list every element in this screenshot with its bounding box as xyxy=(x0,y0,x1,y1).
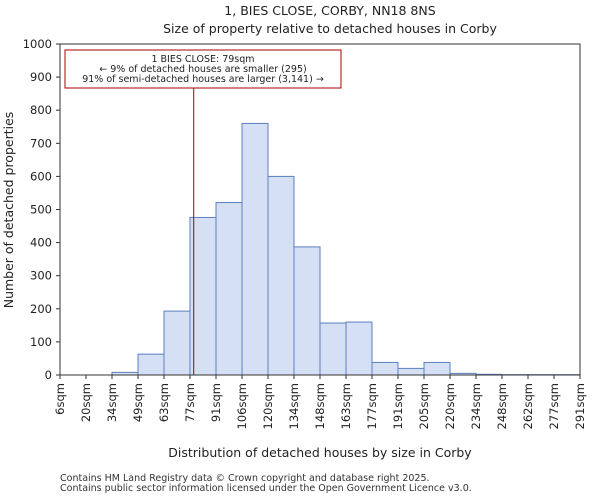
histogram-bar xyxy=(163,310,191,376)
y-axis-label: Number of detached properties xyxy=(1,112,16,309)
histogram-bar xyxy=(371,361,399,376)
annotation-line-3: 91% of semi-detached houses are larger (… xyxy=(82,74,324,85)
x-tick-label: 34sqm xyxy=(105,383,119,422)
x-tick-label: 6sqm xyxy=(53,383,67,415)
x-tick-label: 177sqm xyxy=(365,383,379,429)
y-tick-label: 700 xyxy=(30,136,52,150)
annotation-line-1: 1 BIES CLOSE: 79sqm xyxy=(151,54,254,65)
histogram-bar xyxy=(267,175,295,376)
x-tick-label: 277sqm xyxy=(547,383,561,429)
x-tick-label: 291sqm xyxy=(573,383,587,429)
x-tick-label: 77sqm xyxy=(183,383,197,422)
footer-line-2: Contains public sector information licen… xyxy=(60,483,472,494)
histogram-bar xyxy=(215,202,243,376)
x-tick-label: 20sqm xyxy=(79,383,93,422)
annotation-box: 1 BIES CLOSE: 79sqm ← 9% of detached hou… xyxy=(64,49,342,89)
x-tick-label: 234sqm xyxy=(469,383,483,429)
x-tick-label: 63sqm xyxy=(157,383,171,422)
x-tick-label: 191sqm xyxy=(391,383,405,429)
x-tick-label: 262sqm xyxy=(521,383,535,429)
y-tick-label: 300 xyxy=(30,269,52,283)
histogram-bar xyxy=(293,246,321,376)
chart-title: 1, BIES CLOSE, CORBY, NN18 8NS xyxy=(224,3,435,18)
y-tick-label: 800 xyxy=(30,103,52,117)
annotation-line-2: ← 9% of detached houses are smaller (295… xyxy=(99,64,306,75)
histogram-bar xyxy=(189,216,217,376)
x-axis-ticks: 6sqm 20sqm 34sqm 49sqm 63sqm 77sqm 91sqm 106sqm… xyxy=(53,375,587,429)
x-tick-label: 91sqm xyxy=(209,383,223,422)
histogram-bar xyxy=(397,367,425,376)
y-tick-label: 0 xyxy=(45,368,52,382)
footer-line-1: Contains HM Land Registry data © Crown c… xyxy=(60,473,430,484)
x-tick-label: 248sqm xyxy=(495,383,509,429)
histogram-bar xyxy=(319,322,347,376)
y-tick-label: 400 xyxy=(30,236,52,250)
x-tick-label: 106sqm xyxy=(235,383,249,429)
bars xyxy=(111,122,581,376)
y-tick-label: 600 xyxy=(30,169,52,183)
plot-frame xyxy=(59,43,581,376)
x-tick-label: 49sqm xyxy=(131,383,145,422)
y-tick-label: 900 xyxy=(30,70,52,84)
histogram-bar xyxy=(241,122,269,376)
y-tick-label: 500 xyxy=(30,203,52,217)
y-axis-ticks: 0 100 200 300 400 500 600 700 800 900 1000 xyxy=(23,37,60,382)
annotation-frame xyxy=(64,49,342,89)
y-tick-label: 200 xyxy=(30,302,52,316)
histogram-bar xyxy=(345,321,373,376)
x-tick-label: 163sqm xyxy=(339,383,353,429)
x-axis-label: Distribution of detached houses by size … xyxy=(168,445,472,460)
y-tick-label: 1000 xyxy=(23,37,52,51)
y-tick-label: 100 xyxy=(30,335,52,349)
histogram-bar xyxy=(137,353,165,376)
x-tick-label: 120sqm xyxy=(261,383,275,429)
x-tick-label: 220sqm xyxy=(443,383,457,429)
histogram-bar xyxy=(423,361,451,376)
x-tick-label: 148sqm xyxy=(313,383,327,429)
x-tick-label: 205sqm xyxy=(417,383,431,429)
x-tick-label: 134sqm xyxy=(287,383,301,429)
chart-subtitle: Size of property relative to detached ho… xyxy=(163,21,497,36)
